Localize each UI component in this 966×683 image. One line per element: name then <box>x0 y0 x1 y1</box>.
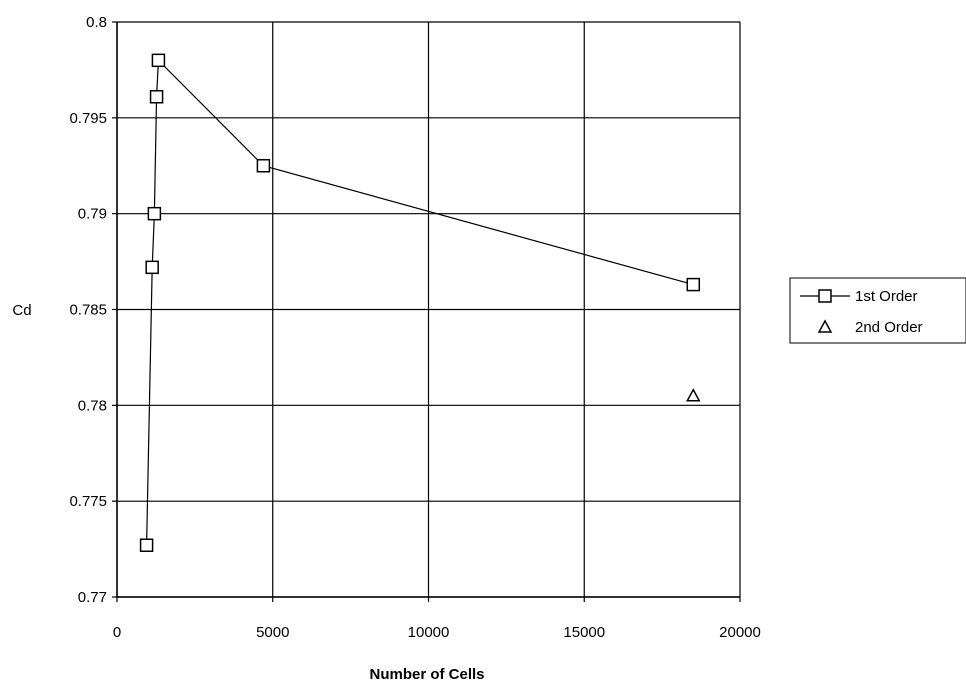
data-point <box>686 388 701 402</box>
x-tick-label: 15000 <box>563 624 605 641</box>
series-line <box>145 58 694 546</box>
x-tick-label: 0 <box>113 624 121 641</box>
legend: 1st Order 2nd Order <box>789 277 966 344</box>
legend-items: 1st Order 2nd Order <box>800 288 923 336</box>
data-point <box>256 159 271 173</box>
x-tick-label: 5000 <box>256 624 289 641</box>
y-axis-title: Cd <box>12 302 31 319</box>
y-tick-label: 0.77 <box>78 589 107 606</box>
y-tick-label: 0.795 <box>69 110 107 127</box>
data-point <box>147 206 162 221</box>
series-1 <box>139 53 701 552</box>
legend-item: 2nd Order <box>817 319 923 336</box>
data-point <box>145 260 159 275</box>
data-point <box>139 538 154 552</box>
legend-label: 1st Order <box>855 288 918 305</box>
y-tick-label: 0.8 <box>86 14 107 31</box>
y-tick-label: 0.785 <box>69 302 107 319</box>
legend-marker <box>817 319 833 333</box>
ticks-layer: 0.77 0.775 0.78 0.785 0.79 0.795 0.8 0 5000 10000… <box>69 14 760 641</box>
x-tick-label: 20000 <box>719 624 761 641</box>
grid-layer <box>116 21 741 598</box>
series-layer <box>139 53 701 552</box>
data-point <box>149 90 164 104</box>
y-tick-label: 0.775 <box>69 493 107 510</box>
legend-marker <box>818 289 832 303</box>
x-axis-title: Number of Cells <box>369 666 484 683</box>
x-tick-label: 10000 <box>408 624 450 641</box>
legend-label: 2nd Order <box>855 319 923 336</box>
series-2 <box>686 388 701 402</box>
data-point <box>686 277 701 292</box>
y-tick-label: 0.78 <box>78 397 107 414</box>
data-point <box>151 53 166 68</box>
y-tick-label: 0.79 <box>78 206 107 223</box>
legend-item: 1st Order <box>800 288 918 305</box>
